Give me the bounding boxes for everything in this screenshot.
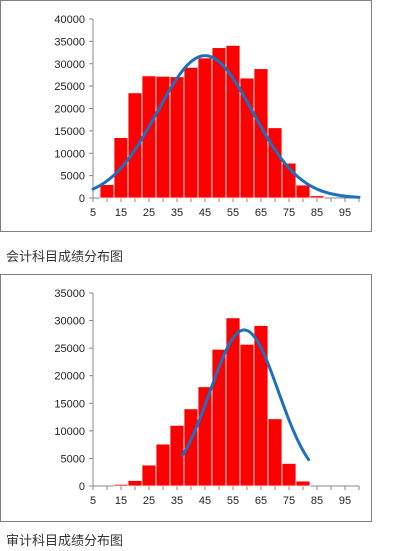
y-tick-label: 35000 — [54, 36, 85, 48]
histogram-bar — [295, 184, 311, 199]
normal-fit-curve — [181, 328, 311, 462]
histogram-bar — [225, 317, 241, 487]
x-tick-label: 85 — [311, 495, 323, 507]
y-tick-label: 30000 — [54, 59, 85, 71]
histogram-bar — [309, 195, 325, 199]
x-tick-label: 75 — [283, 207, 295, 219]
x-tick-label: 35 — [171, 207, 183, 219]
chart-1-frame: 0 5000 10000 15000 20000 25000 30000 35000 40000… — [0, 0, 372, 232]
y-tick-label: 15000 — [54, 126, 85, 138]
x-tick-label: 35 — [171, 495, 183, 507]
x-tick-label: 5 — [90, 207, 96, 219]
histogram-bar — [239, 343, 255, 487]
x-tick-label: 15 — [115, 495, 127, 507]
y-tick-label: 20000 — [54, 104, 85, 116]
histogram-bar — [113, 483, 129, 487]
histogram-bar — [281, 462, 297, 487]
x-tick-label: 95 — [339, 207, 351, 219]
histogram-bar — [295, 480, 311, 487]
y-tick-label: 10000 — [54, 148, 85, 160]
x-tick-label: 85 — [311, 207, 323, 219]
y-tick-label: 30000 — [54, 316, 85, 328]
histogram-bar — [127, 92, 143, 199]
y-tick-label: 25000 — [54, 343, 85, 355]
y-tick-label: 25000 — [54, 81, 85, 93]
x-tick-label: 45 — [199, 495, 211, 507]
histogram-bar — [267, 127, 283, 199]
normal-fit-curve — [91, 54, 361, 199]
histogram-bar — [155, 443, 171, 487]
y-tick-label: 5000 — [61, 453, 85, 465]
histogram-bar — [99, 184, 115, 199]
x-tick-label: 25 — [143, 207, 155, 219]
x-tick-label: 15 — [115, 207, 127, 219]
x-tick-label: 5 — [90, 495, 96, 507]
y-tick-label: 0 — [79, 481, 85, 493]
x-tick-label: 65 — [255, 495, 267, 507]
histogram-bar — [253, 325, 269, 487]
x-tick-label: 55 — [227, 495, 239, 507]
histogram-bar — [169, 76, 185, 199]
histogram-bar — [211, 47, 227, 199]
histogram-bar — [239, 77, 255, 199]
chart-2-frame: 0 5000 10000 15000 20000 25000 30000 35000 5 15 25… — [0, 274, 372, 522]
histogram-bar — [267, 418, 283, 487]
chart-2-caption: 审计科目成绩分布图 — [6, 534, 124, 549]
chart-1-caption: 会计科目成绩分布图 — [6, 250, 124, 265]
x-tick-label: 95 — [339, 495, 351, 507]
histogram-bar — [225, 45, 241, 199]
x-tick-label: 65 — [255, 207, 267, 219]
x-tick-label: 75 — [283, 495, 295, 507]
y-tick-label: 35000 — [54, 288, 85, 300]
histogram-bar — [127, 480, 143, 487]
x-tick-label: 25 — [143, 495, 155, 507]
histogram-bar — [141, 464, 157, 487]
x-tick-label: 55 — [227, 207, 239, 219]
histogram-bar — [183, 66, 199, 199]
y-tick-label: 10000 — [54, 426, 85, 438]
histogram-bar — [197, 57, 213, 199]
y-tick-label: 20000 — [54, 371, 85, 383]
chart-1-svg: 0 5000 10000 15000 20000 25000 30000 35000 40000… — [54, 14, 361, 219]
y-tick-label: 0 — [79, 193, 85, 205]
y-tick-label: 40000 — [54, 14, 85, 26]
chart-2-svg: 0 5000 10000 15000 20000 25000 30000 35000 5 15 25… — [54, 288, 360, 507]
y-tick-label: 5000 — [61, 171, 85, 183]
y-tick-label: 15000 — [54, 398, 85, 410]
x-tick-label: 45 — [199, 207, 211, 219]
